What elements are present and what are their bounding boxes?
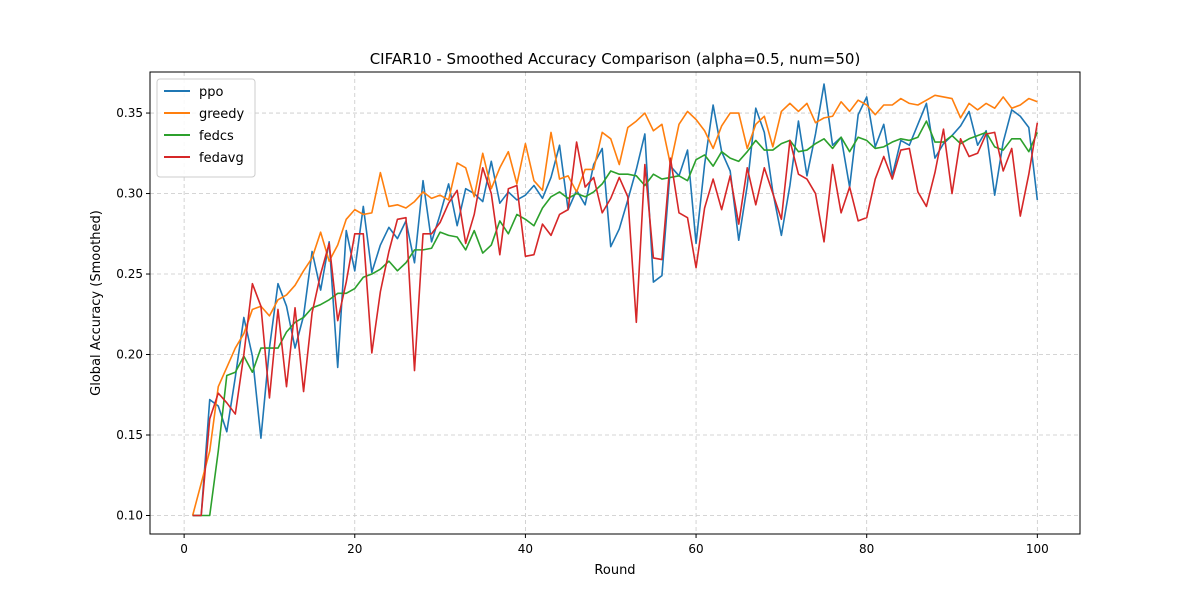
series-line-fedavg bbox=[192, 122, 1039, 517]
x-tick-label: 0 bbox=[180, 542, 188, 556]
x-tick-label: 80 bbox=[859, 542, 874, 556]
x-axis-label: Round bbox=[594, 563, 635, 578]
plot-frame bbox=[149, 71, 1081, 535]
y-tick-label: 0.15 bbox=[116, 428, 143, 442]
y-axis-label: Global Accuracy (Smoothed) bbox=[89, 210, 104, 396]
series-layer bbox=[191, 83, 1039, 517]
x-tick-label: 60 bbox=[688, 542, 703, 556]
x-tick-label: 40 bbox=[518, 542, 533, 556]
legend-label-ppo: ppo bbox=[199, 85, 224, 100]
legend-label-fedavg: fedavg bbox=[199, 151, 244, 166]
grid-lines bbox=[150, 72, 1080, 534]
x-tick-label: 20 bbox=[347, 542, 362, 556]
series-line-greedy bbox=[191, 94, 1038, 516]
y-tick-label: 0.10 bbox=[116, 508, 143, 522]
legend: ppo greedy fedcs fedavg bbox=[156, 78, 256, 178]
y-axis-ticks: 0.10 0.15 0.20 0.25 0.30 0.35 bbox=[116, 106, 150, 522]
chart-title: CIFAR10 - Smoothed Accuracy Comparison (… bbox=[370, 50, 861, 68]
legend-box bbox=[156, 78, 256, 178]
legend-label-fedcs: fedcs bbox=[199, 129, 234, 144]
series-line-fedcs bbox=[192, 120, 1039, 517]
y-tick-label: 0.20 bbox=[116, 348, 143, 362]
y-tick-label: 0.25 bbox=[116, 267, 143, 281]
x-tick-label: 100 bbox=[1026, 542, 1049, 556]
legend-label-greedy: greedy bbox=[199, 107, 245, 122]
y-tick-label: 0.35 bbox=[116, 106, 143, 120]
series-line-ppo bbox=[192, 83, 1039, 517]
y-tick-label: 0.30 bbox=[116, 187, 143, 201]
x-axis-ticks: 0 20 40 60 80 100 bbox=[180, 534, 1049, 556]
